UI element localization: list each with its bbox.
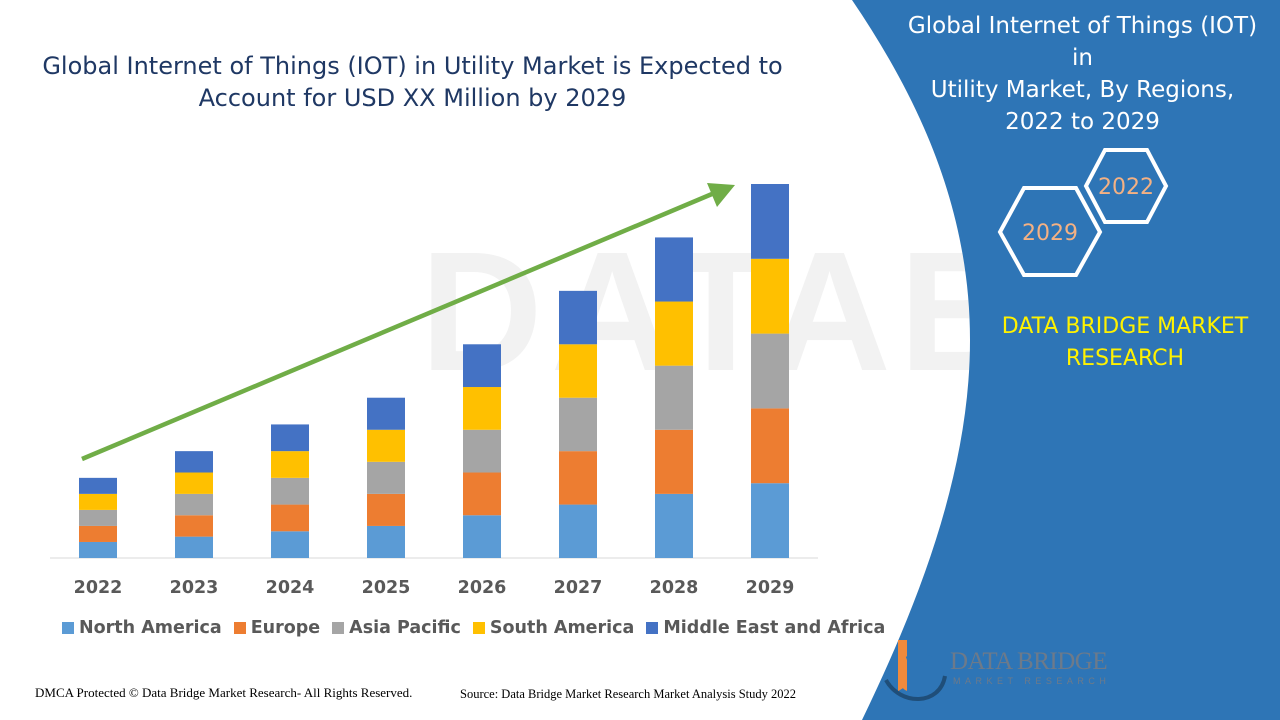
x-tick-label: 2026 <box>458 578 507 598</box>
bar-2028-middle-east-and-africa <box>655 237 693 302</box>
legend-swatch <box>332 622 345 634</box>
legend-swatch <box>646 622 659 634</box>
bar-2028-north-america <box>655 493 693 558</box>
bar-2028-europe <box>655 429 693 494</box>
legend-label: Europe <box>250 618 321 638</box>
bar-2027-europe <box>559 451 597 505</box>
logo-name: DATA BRIDGE <box>950 648 1108 675</box>
bar-2022-middle-east-and-africa <box>79 477 117 494</box>
bar-2022-south-america <box>79 493 117 510</box>
side-panel-shape <box>852 0 1280 720</box>
bar-2025-middle-east-and-africa <box>367 397 405 430</box>
legend-item: North America <box>62 618 222 638</box>
logo-tagline: MARKET RESEARCH <box>953 676 1111 686</box>
x-tick-label: 2022 <box>74 578 123 598</box>
bar-2023-north-america <box>175 536 213 558</box>
hex-label-2029: 2029 <box>1022 221 1078 246</box>
chart-legend: North America Europe Asia Pacific South Ame… <box>62 616 897 640</box>
legend-item: South America <box>472 618 635 638</box>
legend-label: South America <box>489 618 635 638</box>
bar-2027-north-america <box>559 504 597 558</box>
bar-2029-north-america <box>751 483 789 558</box>
brand-line-2: RESEARCH <box>1065 346 1185 371</box>
side-title-line-2: Utility Market, By Regions, <box>930 77 1235 103</box>
brand-name: DATA BRIDGE MARKET RESEARCH <box>985 311 1265 375</box>
bar-2028-asia-pacific <box>655 365 693 430</box>
side-panel-title: Global Internet of Things (IOT) in Utili… <box>900 10 1265 138</box>
legend-item: Asia Pacific <box>332 618 461 638</box>
trend-arrow-head-icon <box>707 183 735 207</box>
hex-label-2022: 2022 <box>1098 175 1154 200</box>
bar-2025-south-america <box>367 429 405 462</box>
legend-label: Middle East and Africa <box>663 618 886 638</box>
bar-2022-north-america <box>79 541 117 558</box>
bar-2024-asia-pacific <box>271 477 309 505</box>
hexagon-2029-icon <box>997 186 1103 277</box>
bar-2026-middle-east-and-africa <box>463 344 501 388</box>
x-tick-label: 2029 <box>746 578 795 598</box>
bar-2024-south-america <box>271 451 309 478</box>
x-tick-label: 2025 <box>362 578 411 598</box>
bar-2023-asia-pacific <box>175 493 213 516</box>
x-tick-label: 2028 <box>650 578 699 598</box>
x-tick-label: 2027 <box>554 578 603 598</box>
bar-2029-middle-east-and-africa <box>751 184 789 259</box>
side-title-line-3: 2022 to 2029 <box>1005 109 1160 135</box>
legend-swatch <box>62 622 74 634</box>
bar-2023-europe <box>175 515 213 537</box>
bar-2025-europe <box>367 493 405 526</box>
copyright-text: DMCA Protected © Data Bridge Market Rese… <box>35 685 413 700</box>
bar-2029-south-america <box>751 258 789 334</box>
legend-item: Europe <box>233 618 321 638</box>
chart-title-line-1: Global Internet of Things (IOT) in Utili… <box>42 52 783 80</box>
bar-2023-south-america <box>175 472 213 494</box>
bar-2026-north-america <box>463 515 501 558</box>
bar-2027-asia-pacific <box>559 397 597 452</box>
bar-2026-asia-pacific <box>463 429 501 473</box>
bar-2024-north-america <box>271 531 309 558</box>
source-text: Source: Data Bridge Market Research Mark… <box>460 687 797 701</box>
bar-2026-europe <box>463 472 501 516</box>
bar-2022-asia-pacific <box>79 509 117 526</box>
bar-2023-middle-east-and-africa <box>175 451 213 473</box>
bar-2025-asia-pacific <box>367 461 405 494</box>
legend-swatch <box>233 622 246 634</box>
legend-label: North America <box>79 618 222 638</box>
legend-label: Asia Pacific <box>349 618 461 638</box>
bar-2026-south-america <box>463 387 501 430</box>
bar-2022-europe <box>79 525 117 542</box>
logo-mark-icon <box>884 640 947 701</box>
trend-arrow-line <box>81 191 713 462</box>
x-tick-label: 2024 <box>266 578 315 598</box>
bar-2027-south-america <box>559 344 597 398</box>
bar-2029-asia-pacific <box>751 333 789 409</box>
x-tick-label: 2023 <box>170 578 219 598</box>
bar-2024-middle-east-and-africa <box>271 424 309 452</box>
bar-2028-south-america <box>655 301 693 366</box>
legend-swatch <box>472 622 485 634</box>
brand-line-1: DATA BRIDGE MARKET <box>1001 314 1249 339</box>
bar-2029-europe <box>751 408 789 484</box>
chart-title-line-2: Account for USD XX Million by 2029 <box>198 84 627 112</box>
side-title-line-1: Global Internet of Things (IOT) in <box>907 13 1258 71</box>
bar-2024-europe <box>271 504 309 532</box>
bar-2025-north-america <box>367 525 405 558</box>
hexagon-2022-icon <box>1083 148 1169 224</box>
bar-2027-middle-east-and-africa <box>559 290 597 345</box>
chart-title: Global Internet of Things (IOT) in Utili… <box>40 50 785 114</box>
legend-item: Middle East and Africa <box>646 618 885 638</box>
